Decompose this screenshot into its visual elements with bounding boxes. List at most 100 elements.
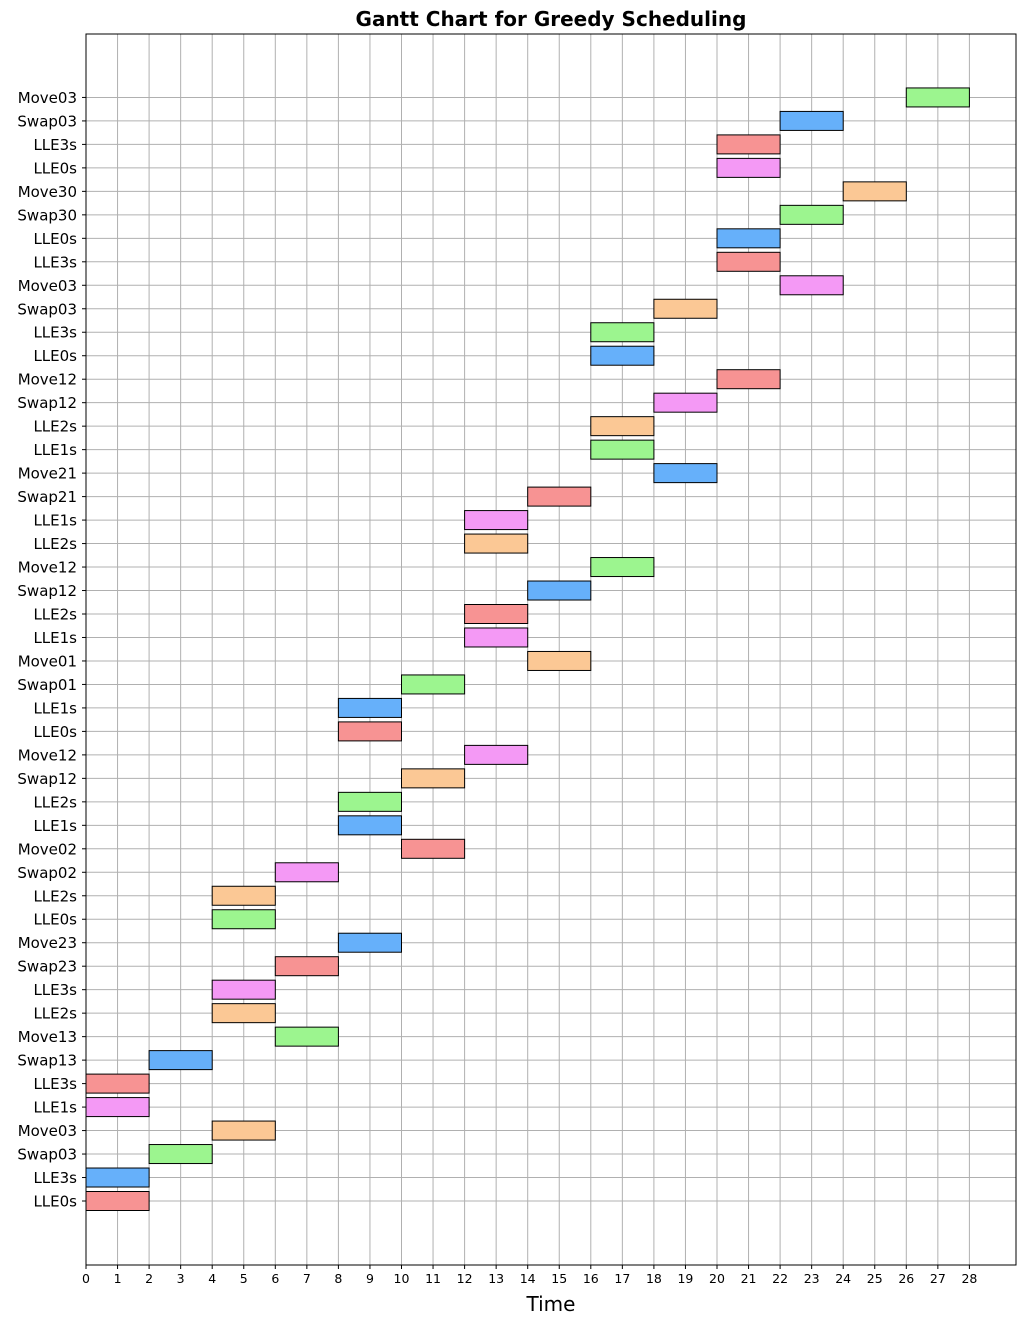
y-tick-label: LLE3s	[33, 1075, 77, 1093]
plot-frame	[85, 33, 1017, 1266]
y-tick-label: Move01	[18, 652, 77, 670]
x-tick-label: 23	[804, 1271, 820, 1286]
y-tick-label: LLE0s	[33, 911, 77, 929]
chart-title: Gantt Chart for Greedy Scheduling	[356, 7, 747, 31]
task-bar	[527, 486, 592, 507]
y-tick-label: LLE0s	[33, 723, 77, 741]
y-tick-label: LLE3s	[33, 136, 77, 154]
task-bar	[401, 674, 466, 695]
task-bar	[716, 369, 781, 390]
task-bar	[590, 322, 655, 343]
y-tick-label: Swap03	[17, 300, 77, 318]
task-bar	[464, 627, 529, 648]
y-tick-label: Move21	[18, 465, 77, 483]
x-tick-label: 19	[677, 1271, 693, 1286]
x-tick-label: 8	[334, 1271, 342, 1286]
y-tick-label: Move12	[18, 746, 77, 764]
task-bar	[401, 768, 466, 789]
x-tick-labels: 0 1 2 3 4 5 6 7 8 9 10 11 12 13 14 15 16 17 18 19 20 21 22 23 24…	[82, 1265, 977, 1286]
y-tick-label: LLE3s	[33, 981, 77, 999]
x-axis-label: Time	[526, 1292, 576, 1316]
task-bar	[464, 510, 529, 531]
y-tick-label: Swap12	[17, 394, 77, 412]
y-tick-label: LLE0s	[33, 347, 77, 365]
task-bar	[590, 439, 655, 460]
task-bar	[85, 1073, 150, 1094]
task-bar	[337, 721, 402, 742]
y-tick-label: Move23	[18, 934, 77, 952]
task-bar	[779, 110, 844, 131]
x-tick-label: 9	[366, 1271, 374, 1286]
x-tick-label: 11	[425, 1271, 441, 1286]
task-bar	[148, 1144, 213, 1165]
y-tick-label: Swap12	[17, 582, 77, 600]
y-tick-label: Move30	[18, 183, 77, 201]
y-tick-label: Move12	[18, 371, 77, 389]
task-bar	[779, 204, 844, 225]
x-tick-label: 7	[303, 1271, 311, 1286]
task-bar	[85, 1167, 150, 1188]
y-tick-label: Swap03	[17, 1146, 77, 1164]
x-tick-label: 16	[583, 1271, 599, 1286]
task-bar	[590, 557, 655, 578]
x-tick-label: 25	[867, 1271, 883, 1286]
task-bar	[716, 157, 781, 178]
task-bar	[337, 815, 402, 836]
y-tick-label: LLE1s	[33, 629, 77, 647]
x-tick-label: 12	[457, 1271, 473, 1286]
x-tick-label: 22	[772, 1271, 788, 1286]
task-bar	[211, 1120, 276, 1141]
x-tick-label: 14	[520, 1271, 536, 1286]
y-tick-labels: LLE0s LLE3s Swap03 Move03 LLE1s LLE3s Swap13 Mo…	[17, 89, 86, 1211]
x-tick-label: 15	[551, 1271, 567, 1286]
y-tick-label: LLE1s	[33, 699, 77, 717]
x-tick-label: 2	[145, 1271, 153, 1286]
x-tick-label: 6	[271, 1271, 279, 1286]
x-tick-label: 26	[898, 1271, 914, 1286]
y-tick-label: LLE1s	[33, 512, 77, 530]
grid-layer	[85, 34, 1016, 1265]
y-tick-label: LLE2s	[33, 1005, 77, 1023]
task-bar	[716, 134, 781, 155]
task-bar	[274, 1026, 339, 1047]
y-tick-label: Swap01	[17, 676, 77, 694]
y-tick-label: LLE2s	[33, 535, 77, 553]
y-tick-label: LLE0s	[33, 1193, 77, 1211]
y-tick-label: Swap23	[17, 958, 77, 976]
y-tick-label: LLE1s	[33, 817, 77, 835]
y-tick-label: Swap02	[17, 864, 77, 882]
y-tick-label: LLE1s	[33, 1099, 77, 1117]
task-bar	[716, 251, 781, 272]
task-bar	[527, 650, 592, 671]
y-tick-label: LLE2s	[33, 887, 77, 905]
task-bar	[590, 416, 655, 437]
task-bar	[211, 979, 276, 1000]
x-tick-label: 1	[114, 1271, 122, 1286]
task-bar	[274, 956, 339, 977]
task-bar	[653, 298, 718, 319]
x-tick-label: 3	[177, 1271, 185, 1286]
y-tick-label: Move13	[18, 1028, 77, 1046]
task-bar	[464, 744, 529, 765]
x-tick-label: 24	[835, 1271, 851, 1286]
x-tick-label: 0	[82, 1271, 90, 1286]
y-tick-label: LLE1s	[33, 441, 77, 459]
x-tick-label: 4	[208, 1271, 216, 1286]
task-bar	[842, 181, 907, 202]
task-bar	[653, 463, 718, 484]
task-bar	[527, 580, 592, 601]
y-tick-label: LLE0s	[33, 159, 77, 177]
task-bar	[779, 275, 844, 296]
y-tick-label: Move03	[18, 89, 77, 107]
x-tick-label: 18	[646, 1271, 662, 1286]
y-tick-label: Move12	[18, 559, 77, 577]
y-tick-label: Move03	[18, 277, 77, 295]
x-tick-label: 13	[488, 1271, 504, 1286]
task-bar	[464, 533, 529, 554]
task-bar	[653, 392, 718, 413]
task-bar	[85, 1191, 150, 1211]
y-tick-label: Move02	[18, 840, 77, 858]
y-tick-label: Move03	[18, 1122, 77, 1140]
